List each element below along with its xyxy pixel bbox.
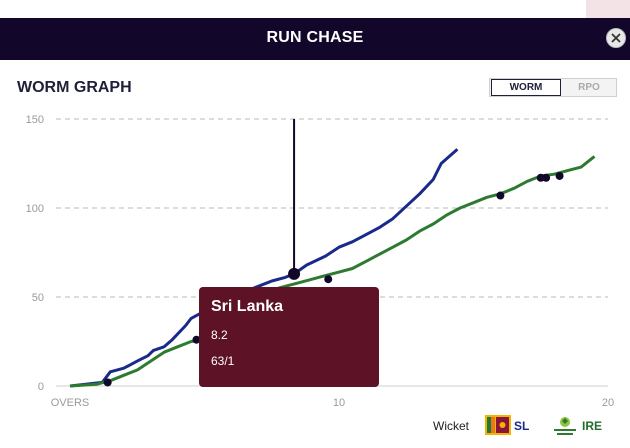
wicket-marker-ire <box>324 275 333 284</box>
sri-lanka-flag-icon <box>485 415 511 435</box>
wicket-marker-ire <box>192 335 201 344</box>
axis-labels: 0 50 100 150 OVERS 10 20 <box>26 114 614 409</box>
series-line-ire <box>69 155 596 388</box>
wicket-marker-ire <box>555 171 564 180</box>
rpo-tab[interactable]: RPO <box>578 82 600 93</box>
wicket-marker-ire <box>103 378 112 387</box>
legend-wicket-label: Wicket <box>433 419 469 433</box>
x-tick-label: OVERS <box>51 397 90 409</box>
wicket-marker-ire <box>542 173 551 182</box>
chart-view-toggle: WORM RPO <box>489 78 617 97</box>
top-strip <box>0 0 630 18</box>
tooltip-team: Sri Lanka <box>211 298 284 315</box>
y-tick-label: 100 <box>26 203 44 215</box>
top-accent-tab <box>586 0 630 18</box>
legend-sl-label: SL <box>514 419 530 433</box>
tooltip-score: 63/1 <box>211 354 235 368</box>
header-bar: RUN CHASE <box>0 18 630 60</box>
worm-tab[interactable]: WORM <box>491 79 561 96</box>
x-tick-label: 20 <box>602 397 614 409</box>
y-tick-label: 150 <box>26 114 44 126</box>
x-tick-label: 10 <box>333 397 345 409</box>
close-icon <box>611 33 621 43</box>
y-tick-label: 50 <box>32 292 44 304</box>
close-button[interactable] <box>606 28 626 48</box>
y-tick-label: 0 <box>38 381 44 393</box>
series-line-sl <box>69 148 459 388</box>
legend-ire-label: IRE <box>582 419 603 433</box>
header-title: RUN CHASE <box>266 29 364 46</box>
wicket-marker-ire <box>496 191 505 200</box>
wicket-markers <box>103 171 564 387</box>
section-title: WORM GRAPH <box>17 79 132 96</box>
cricket-ireland-logo-icon <box>554 417 576 435</box>
tooltip-over: 8.2 <box>211 328 228 342</box>
data-tooltip: Sri Lanka 8.2 63/1 <box>199 287 379 387</box>
highlighted-point <box>288 267 301 280</box>
series-lines <box>69 148 596 388</box>
